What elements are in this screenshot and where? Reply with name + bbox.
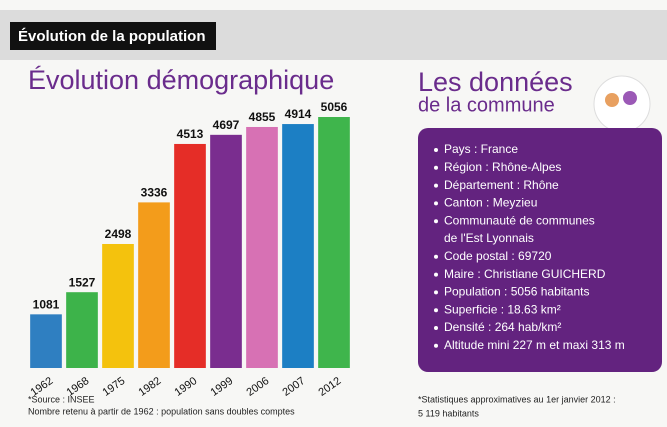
bullet — [434, 184, 438, 188]
value-label: 2498 — [105, 227, 132, 241]
bar — [210, 135, 242, 368]
icon — [594, 76, 650, 132]
info-item: Département : Rhône — [444, 178, 559, 192]
page: Évolution de la population Évolution dém… — [0, 0, 667, 427]
value-label: 5056 — [321, 100, 348, 114]
icon-figure — [605, 93, 619, 107]
bar — [246, 127, 278, 368]
value-label: 4697 — [213, 118, 240, 132]
bullet — [434, 219, 438, 223]
info-item: Région : Rhône-Alpes — [444, 160, 561, 174]
footnote: Nombre retenu à partir de 1962 : populat… — [28, 406, 295, 416]
bullet — [434, 326, 438, 330]
info-item: Pays : France — [444, 142, 518, 156]
bullet — [434, 344, 438, 348]
bar — [102, 244, 134, 368]
bar — [66, 292, 98, 368]
bullet — [434, 290, 438, 294]
info-item: Communauté de communes — [444, 213, 595, 227]
info-item: Population : 5056 habitants — [444, 285, 589, 299]
bullet — [434, 148, 438, 152]
info-item: Altitude mini 227 m et maxi 313 m — [444, 338, 625, 352]
value-label: 4513 — [177, 127, 204, 141]
info-item: Canton : Meyzieu — [444, 196, 537, 210]
value-label: 4855 — [249, 110, 276, 124]
info-item: Code postal : 69720 — [444, 249, 552, 263]
footnote: *Statistiques approximatives au 1er janv… — [418, 394, 616, 404]
value-label: 1527 — [69, 275, 96, 289]
value-label: 1081 — [33, 298, 60, 312]
bullet — [434, 201, 438, 205]
value-label: 3336 — [141, 186, 168, 200]
bullet — [434, 166, 438, 170]
info-item: Superficie : 18.63 km² — [444, 302, 561, 316]
bar — [138, 202, 170, 368]
info-item: Maire : Christiane GUICHERD — [444, 267, 606, 281]
bar — [174, 144, 206, 368]
icon-figure — [623, 91, 637, 105]
bullet — [434, 308, 438, 312]
value-label: 4914 — [285, 107, 312, 121]
panel-title: Les données — [418, 67, 573, 97]
info-item: de l'Est Lyonnais — [444, 231, 534, 245]
chart-title: Évolution démographique — [28, 65, 334, 95]
bullet — [434, 255, 438, 259]
header-title: Évolution de la population — [18, 28, 206, 45]
info-item: Densité : 264 hab/km² — [444, 320, 561, 334]
footnote: 5 119 habitants — [418, 408, 479, 418]
bar — [282, 124, 314, 368]
bar — [30, 314, 62, 368]
panel-subtitle: de la commune — [418, 94, 555, 116]
bullet — [434, 273, 438, 277]
bar — [318, 117, 350, 368]
